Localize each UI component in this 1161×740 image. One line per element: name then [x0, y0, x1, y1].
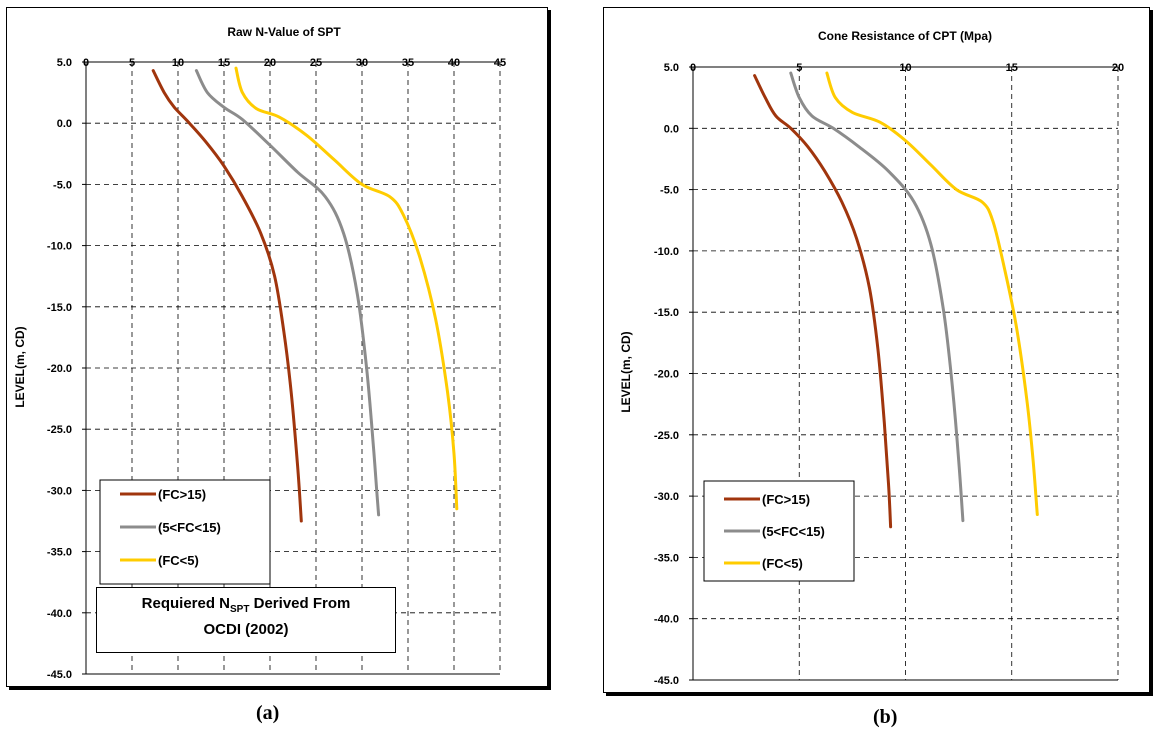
- x-tick-label: 20: [264, 57, 276, 69]
- chart-b: Cone Resistance of CPT (Mpa)051015205.00…: [619, 29, 1124, 687]
- legend-label: (FC<5): [158, 553, 199, 568]
- y-tick-label: 5.0: [664, 62, 679, 74]
- x-tick-label: 45: [494, 57, 506, 69]
- y-tick-label: -35.0: [47, 547, 72, 559]
- note-line1-subscript: SPT: [230, 604, 250, 615]
- y-tick-label: -30.0: [47, 485, 72, 497]
- x-tick-label: 20: [1112, 62, 1124, 74]
- y-tick-label: -45.0: [654, 675, 679, 687]
- y-tick-label: -35.0: [654, 552, 679, 564]
- chart-a: Raw N-Value of SPT0510152025303540455.00…: [13, 25, 506, 681]
- x-tick-label: 5: [796, 62, 802, 74]
- y-tick-label: -10.0: [47, 241, 72, 253]
- y-tick-label: -40.0: [654, 614, 679, 626]
- y-tick-label: 0.0: [664, 123, 679, 135]
- panel-caption-a: (a): [256, 702, 280, 724]
- legend-label: (5<FC<15): [158, 520, 221, 535]
- legend: (FC>15) (5<FC<15) (FC<5): [99, 479, 271, 585]
- note-line2: OCDI (2002): [203, 621, 289, 638]
- series-line-3: [234, 66, 459, 511]
- y-tick-label: -15.0: [47, 302, 72, 314]
- legend: (FC>15) (5<FC<15) (FC<5): [703, 480, 855, 582]
- x-tick-label: 5: [129, 57, 135, 69]
- y-tick-label: -5.0: [660, 185, 679, 197]
- y-axis-label: LEVEL(m, CD): [13, 326, 27, 407]
- note-line1-prefix: Requiered N: [141, 595, 231, 612]
- y-tick-label: -25.0: [47, 424, 72, 436]
- series-line-2: [789, 71, 965, 523]
- x-tick-label: 10: [172, 57, 184, 69]
- series-line-1: [151, 69, 303, 523]
- legend-label: (FC>15): [158, 487, 206, 502]
- x-tick-label: 30: [356, 57, 368, 69]
- x-tick-label: 40: [448, 57, 460, 69]
- y-tick-label: -20.0: [47, 363, 72, 375]
- y-tick-label: 5.0: [57, 57, 72, 69]
- y-tick-label: 0.0: [57, 118, 72, 130]
- x-tick-label: 10: [899, 62, 911, 74]
- x-tick-label: 25: [310, 57, 322, 69]
- y-tick-label: -45.0: [47, 669, 72, 681]
- legend-box: [99, 479, 271, 585]
- y-tick-label: -40.0: [47, 608, 72, 620]
- series-line-2: [194, 69, 381, 517]
- y-axis-label: LEVEL(m, CD): [619, 331, 633, 412]
- legend-label: (FC>15): [762, 492, 810, 507]
- note-line1-suffix: Derived From: [249, 595, 351, 612]
- y-tick-label: -5.0: [53, 179, 72, 191]
- chart-title: Raw N-Value of SPT: [227, 25, 341, 39]
- series-line-3: [825, 71, 1039, 516]
- chart-title: Cone Resistance of CPT (Mpa): [818, 29, 992, 43]
- y-tick-label: -15.0: [654, 307, 679, 319]
- y-tick-label: -30.0: [654, 491, 679, 503]
- panel-caption-b: (b): [873, 706, 898, 728]
- x-tick-label: 35: [402, 57, 414, 69]
- legend-label: (FC<5): [762, 556, 803, 571]
- y-tick-label: -10.0: [654, 246, 679, 258]
- series-line-1: [753, 74, 893, 529]
- x-tick-label: 15: [218, 57, 230, 69]
- source-note-box: Requiered NSPT Derived From OCDI (2002): [96, 587, 396, 653]
- chart-panel-a: [6, 7, 548, 687]
- x-tick-label: 15: [1006, 62, 1018, 74]
- y-tick-label: -25.0: [654, 430, 679, 442]
- legend-label: (5<FC<15): [762, 524, 825, 539]
- y-tick-label: -20.0: [654, 369, 679, 381]
